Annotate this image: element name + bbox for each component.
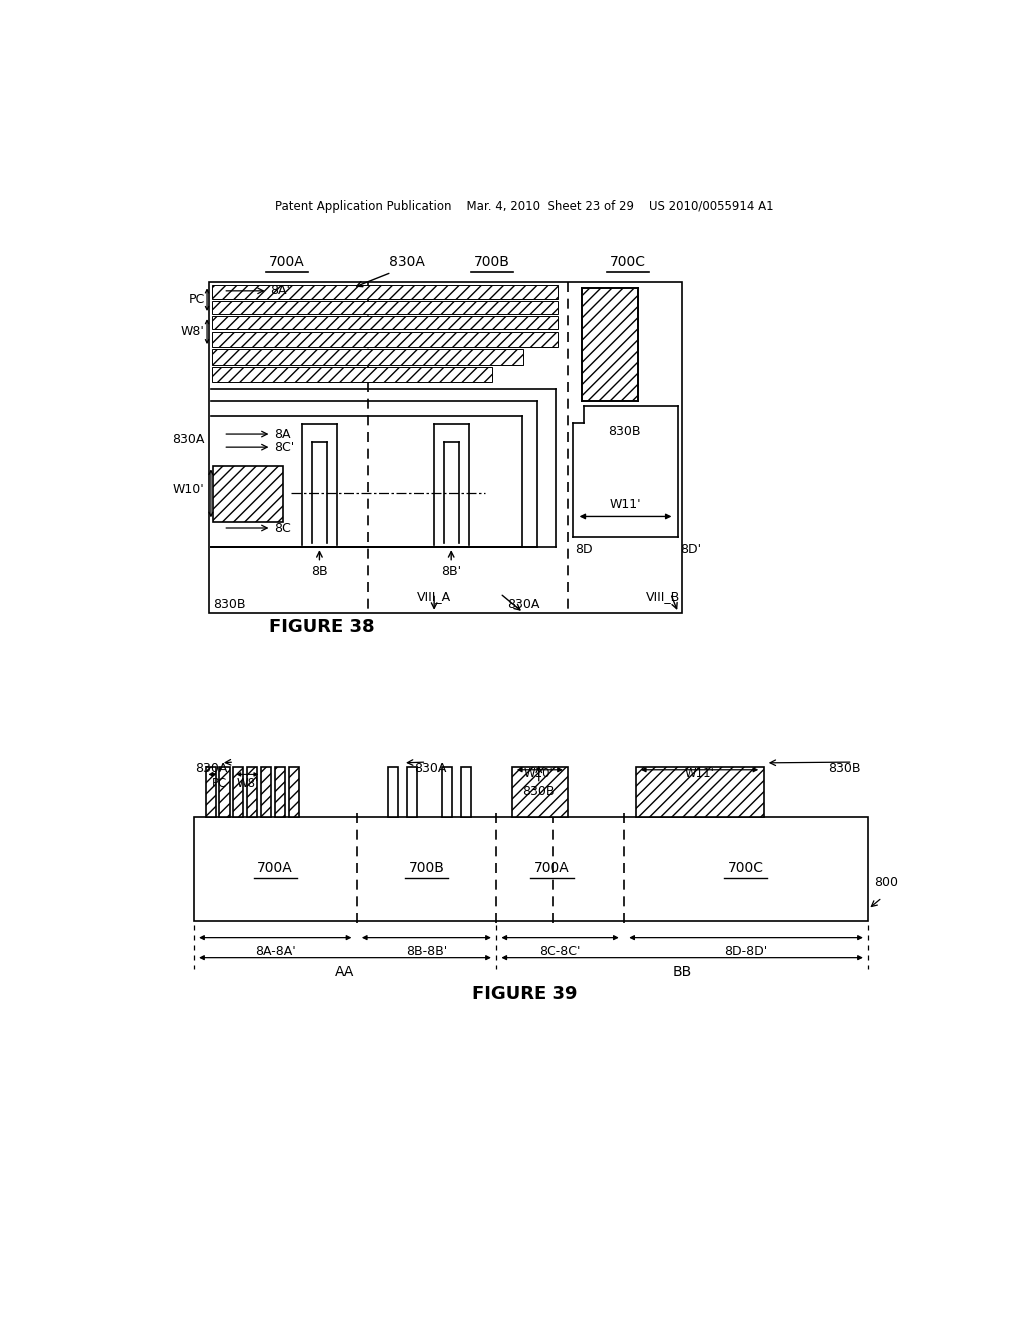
Bar [388, 767, 397, 817]
Text: 700B: 700B [409, 862, 444, 875]
Text: 700B: 700B [474, 255, 510, 268]
Text: 8A': 8A' [270, 284, 290, 297]
Bar [407, 767, 417, 817]
Text: FIGURE 39: FIGURE 39 [472, 985, 578, 1003]
Text: VIII_B: VIII_B [645, 590, 680, 603]
Text: FIGURE 38: FIGURE 38 [269, 618, 375, 635]
Text: 8D-8D': 8D-8D' [724, 945, 767, 958]
Text: 8D': 8D' [681, 544, 701, 557]
Text: W11': W11' [685, 767, 715, 780]
Text: 830A: 830A [196, 762, 227, 775]
Bar [233, 767, 244, 817]
Bar [194, 817, 868, 921]
Text: 830B: 830B [522, 785, 555, 797]
Text: 8A-8A': 8A-8A' [255, 945, 296, 958]
Text: W8': W8' [181, 325, 205, 338]
Text: 830B: 830B [608, 425, 641, 438]
Bar [213, 466, 283, 521]
Bar [212, 367, 493, 381]
Text: 700A: 700A [257, 862, 293, 875]
Bar [583, 288, 638, 401]
Text: AA: AA [335, 965, 354, 979]
Text: 830A: 830A [507, 598, 540, 611]
Text: 830B: 830B [213, 598, 246, 611]
Bar [212, 331, 558, 347]
Bar [275, 767, 286, 817]
Bar [212, 301, 558, 314]
Text: 8B-8B': 8B-8B' [406, 945, 447, 958]
Text: 830A: 830A [172, 433, 205, 446]
Text: 8B: 8B [311, 565, 328, 578]
Bar [442, 767, 452, 817]
Text: 800: 800 [874, 875, 898, 888]
Text: Patent Application Publication    Mar. 4, 2010  Sheet 23 of 29    US 2010/005591: Patent Application Publication Mar. 4, 2… [275, 199, 774, 213]
Bar [219, 767, 229, 817]
Text: 830A: 830A [389, 255, 425, 268]
Bar [261, 767, 271, 817]
Text: BB: BB [673, 965, 692, 979]
Text: 830A: 830A [414, 762, 446, 775]
Bar [572, 407, 678, 537]
Text: W10': W10' [173, 483, 205, 496]
Bar [212, 350, 523, 364]
Text: W11': W11' [609, 499, 641, 511]
Text: W10': W10' [524, 767, 554, 780]
Text: 700A: 700A [535, 862, 569, 875]
Text: VIII_A: VIII_A [417, 590, 452, 603]
Bar [289, 767, 299, 817]
Bar [572, 407, 584, 424]
Bar [209, 281, 682, 612]
Text: 8D: 8D [575, 544, 593, 557]
Bar [212, 317, 558, 330]
Text: 8C': 8C' [273, 441, 294, 454]
Text: PC: PC [188, 293, 205, 306]
Text: 8C-8C': 8C-8C' [539, 945, 581, 958]
Text: W8': W8' [237, 777, 259, 791]
Text: 8B': 8B' [441, 565, 461, 578]
Text: 830B: 830B [827, 762, 860, 775]
Text: 8A: 8A [273, 428, 290, 441]
Bar [461, 767, 471, 817]
Bar [206, 767, 216, 817]
Text: 700C: 700C [610, 255, 646, 268]
Text: 8C: 8C [273, 521, 291, 535]
Bar [248, 767, 257, 817]
Text: PC: PC [212, 777, 227, 791]
Bar [212, 285, 558, 298]
Bar [636, 767, 764, 817]
Text: 700A: 700A [269, 255, 305, 268]
Text: 700C: 700C [728, 862, 764, 875]
Bar [512, 767, 568, 817]
